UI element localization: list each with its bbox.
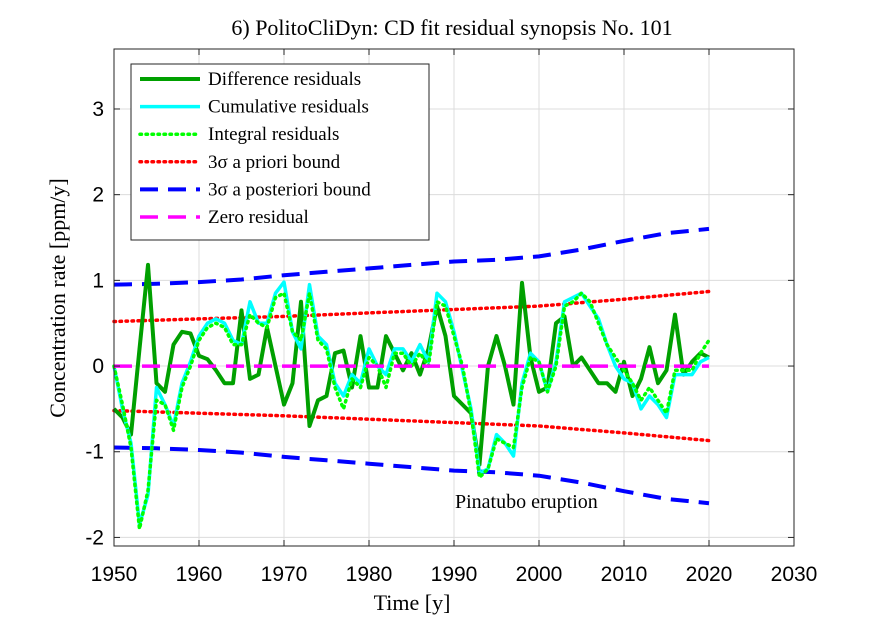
- pinatubo-annotation: Pinatubo eruption: [455, 491, 598, 513]
- x-axis-label: Time [y]: [374, 590, 451, 615]
- y-tick-label: 3: [92, 98, 104, 121]
- chart-title: 6) PolitoCliDyn: CD fit residual synopsi…: [231, 15, 672, 40]
- y-tick-label: -1: [85, 441, 104, 464]
- x-tick-label: 1960: [176, 563, 223, 586]
- x-tick-label: 2030: [771, 563, 818, 586]
- x-tick-label: 1990: [431, 563, 478, 586]
- legend-box: [130, 63, 430, 241]
- series-line-3-a-posteriori-bound-lower: [113, 445, 710, 506]
- legend-label: Cumulative residuals: [208, 97, 369, 118]
- legend-label: 3σ a priori bound: [208, 152, 341, 173]
- y-tick-label: 0: [92, 355, 104, 378]
- x-tick-label: 1970: [261, 563, 308, 586]
- x-tick-label: 1980: [346, 563, 393, 586]
- ticks: 1950 1960 1970 1980 1990 2000 2010 2020 2030 -2 -1…: [85, 49, 817, 586]
- series-layer: [112, 226, 711, 531]
- y-tick-label: -2: [85, 526, 104, 549]
- series-line-3-a-posteriori-bound-upper: [113, 226, 710, 287]
- y-tick-label: 1: [92, 269, 104, 292]
- legend-label: 3σ a posteriori bound: [208, 179, 371, 200]
- legend-label: Integral residuals: [208, 124, 339, 145]
- y-tick-label: 2: [92, 184, 104, 207]
- x-tick-label: 2010: [601, 563, 648, 586]
- legend-label: Zero residual: [208, 207, 309, 228]
- x-tick-label: 1950: [91, 563, 138, 586]
- legend: Difference residuals Cumulative residuals…: [130, 63, 430, 241]
- y-axis-label: Concentration rate [ppm/y]: [45, 178, 70, 417]
- x-tick-label: 2020: [686, 563, 733, 586]
- legend-label: Difference residuals: [208, 69, 361, 90]
- series-line-3-a-priori-bound-lower: [112, 408, 711, 443]
- x-tick-label: 2000: [516, 563, 563, 586]
